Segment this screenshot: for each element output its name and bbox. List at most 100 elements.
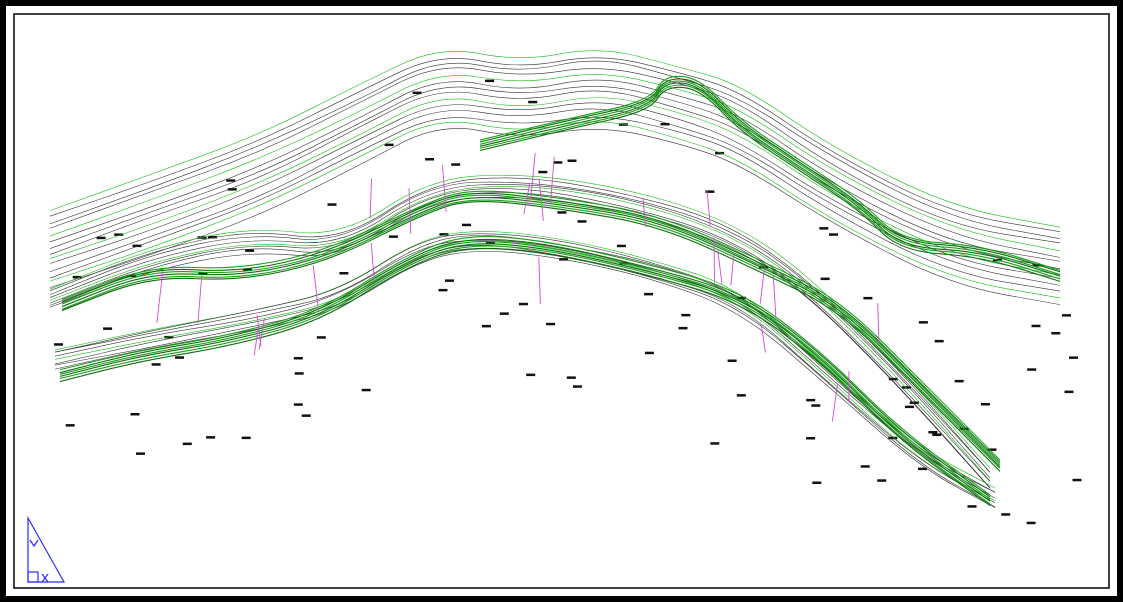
ucs-y: [29, 539, 39, 548]
road-edge: [479, 86, 1061, 282]
elevation-label: [901, 386, 911, 389]
section-line: [258, 318, 265, 350]
section-line: [759, 267, 765, 304]
section-line: [156, 271, 164, 323]
elevation-label: [660, 122, 670, 126]
elevation-label: [1001, 513, 1011, 516]
elevation-label: [557, 211, 567, 214]
elevation-label: [339, 272, 349, 275]
contour-band: [49, 60, 1061, 240]
ucs-x: [41, 573, 49, 583]
ucs-icon: [27, 515, 66, 583]
inner-border: [13, 13, 1110, 589]
contour-band: [49, 177, 991, 473]
elevation-label: [226, 179, 236, 182]
road-edge: [59, 240, 991, 500]
elevation-label: [293, 403, 303, 406]
elevation-label: [132, 244, 142, 248]
elevation-label: [293, 357, 303, 360]
elevation-label: [361, 388, 371, 392]
contour-band: [49, 102, 1061, 279]
elevation-label: [577, 220, 587, 223]
elevation-label: [485, 79, 495, 83]
elevation-label: [294, 372, 304, 375]
contour-band: [54, 251, 996, 508]
elevation-label: [877, 479, 887, 482]
section-line: [642, 197, 646, 227]
elevation-label: [54, 343, 63, 346]
elevation-label: [727, 359, 737, 362]
elevation-label: [980, 403, 990, 406]
elevation-label: [934, 339, 944, 343]
section-line: [523, 183, 531, 215]
elevation-label: [301, 414, 311, 417]
elevation-label: [526, 373, 536, 377]
elevation-label: [528, 100, 538, 104]
contour-band: [54, 239, 996, 499]
road-edge: [61, 201, 1001, 472]
elevation-label: [616, 244, 626, 248]
section-line: [442, 164, 447, 212]
section-line: [369, 178, 372, 219]
section-line: [312, 265, 319, 311]
elevation-label: [136, 452, 145, 455]
elevation-label: [481, 324, 491, 328]
elevation-label: [806, 398, 816, 402]
elevation-label: [1051, 332, 1061, 335]
elevation-label: [1031, 324, 1041, 328]
elevation-label: [114, 233, 124, 236]
elevation-label: [644, 292, 654, 296]
elevation-label: [151, 363, 161, 366]
elevation-label: [72, 275, 82, 279]
elevation-label: [681, 313, 691, 317]
elevation-label: [65, 424, 75, 427]
elevation-label: [820, 277, 830, 281]
elevation-label: [518, 302, 528, 306]
elevation-label: [485, 241, 495, 245]
elevation-label: [96, 236, 106, 240]
elevation-label: [987, 448, 997, 451]
elevation-label: [227, 188, 237, 191]
contour-band: [49, 50, 1061, 228]
elevation-label: [806, 437, 816, 440]
road-edge: [59, 236, 991, 496]
contour-band: [49, 79, 1061, 258]
elevation-label: [499, 312, 509, 315]
elevation-label: [715, 151, 725, 155]
elevation-label: [241, 436, 251, 440]
section-line: [538, 256, 541, 305]
elevation-label: [462, 223, 471, 227]
road-edge: [61, 190, 1001, 461]
elevation-label: [445, 279, 454, 282]
road-edge: [479, 80, 1061, 276]
road-edge: [479, 78, 1061, 273]
elevation-label: [425, 158, 435, 161]
elevation-label: [1032, 264, 1042, 267]
elevation-label: [245, 249, 255, 252]
elevation-label: [819, 227, 829, 230]
contour-band: [49, 57, 1061, 233]
contour-band: [49, 192, 991, 488]
road-edge: [61, 199, 1001, 469]
elevation-label: [388, 235, 398, 238]
elevation-label: [1069, 356, 1078, 359]
elevation-label: [644, 351, 654, 355]
elevation-label: [710, 442, 720, 445]
terrain: [49, 50, 1082, 525]
section-line: [370, 242, 375, 280]
elevation-label: [954, 379, 964, 383]
elevation-label: [438, 288, 448, 292]
elevation-label: [316, 336, 326, 339]
section-line: [550, 156, 555, 205]
elevation-label: [829, 233, 838, 236]
section-line: [717, 250, 723, 285]
elevation-label: [566, 376, 576, 379]
elevation-label: [905, 405, 914, 409]
road-edge: [61, 192, 1001, 463]
elevation-label: [1027, 368, 1037, 371]
elevation-label: [811, 404, 821, 407]
ucs-triangle: [27, 515, 66, 583]
contour-band: [49, 74, 1061, 252]
section-line: [831, 384, 838, 422]
road-edge: [59, 248, 991, 507]
